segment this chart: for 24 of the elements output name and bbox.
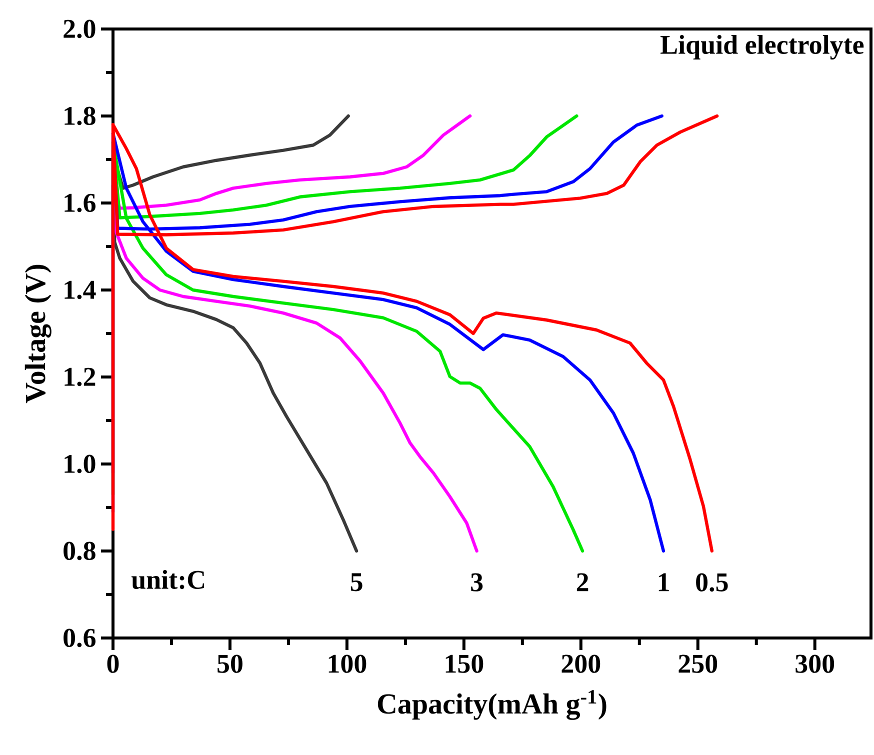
y-tick-label: 0.8 — [64, 542, 96, 560]
series-label: 5 — [350, 573, 362, 592]
series-label: 3 — [471, 573, 483, 592]
y-tick-label: 1.4 — [64, 280, 96, 300]
x-axis-title: Capacity(mAh g$^{-1}$) — [378, 690, 606, 720]
series-label: 0.5 — [696, 573, 728, 592]
y-tick-label: 1.6 — [64, 194, 96, 212]
y-tick-label: 0.6 — [64, 628, 96, 648]
annotation: Liquid electrolyte — [660, 34, 864, 60]
x-tick-label: 50 — [218, 654, 242, 673]
y-axis-title: Voltage (V) — [24, 264, 52, 404]
x-tick-label: 100 — [328, 654, 366, 673]
y-tick-label: 1.8 — [64, 106, 96, 126]
y-tick-label: 1.0 — [64, 454, 96, 474]
x-tick-label: 200 — [562, 654, 600, 673]
x-tick-label: 150 — [446, 654, 484, 673]
x-tick-label: 250 — [678, 654, 718, 673]
y-tick-label: 2.0 — [64, 20, 96, 38]
series-label: 1 — [658, 573, 669, 592]
series-label: 2 — [576, 573, 588, 592]
annotation: unit:C — [132, 570, 204, 590]
x-tick-label: 300 — [796, 654, 834, 673]
y-tick-label: 1.2 — [64, 368, 96, 386]
x-tick-label: 0 — [107, 654, 119, 673]
